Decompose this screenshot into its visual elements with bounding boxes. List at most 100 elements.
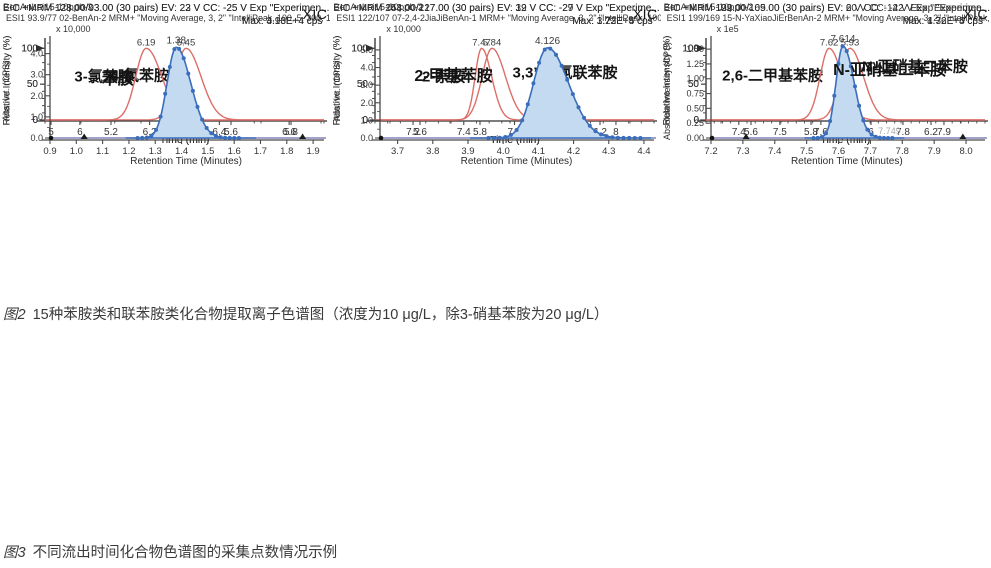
trace-start-marker (709, 135, 714, 141)
data-point-marker (582, 115, 587, 120)
data-point-marker (610, 135, 615, 140)
data-point-marker (509, 132, 514, 137)
xic-n-nitrosodiphenylamine: BenAnLei15-10ppb-2 ESI1 199/169 15-N-YaX… (661, 0, 991, 172)
data-point-marker (548, 46, 553, 51)
data-point-marker (135, 136, 140, 140)
x-tick-label: 4.3 (602, 146, 615, 157)
data-point-marker (149, 133, 154, 138)
x-tick-label: 1.4 (175, 146, 188, 157)
data-point-marker (559, 63, 564, 68)
y-tick-label: 0.0 (361, 133, 374, 143)
x-axis-title: Retention Time (Minutes) (130, 156, 243, 167)
x-tick-label: 1.3 (149, 146, 162, 157)
data-point-marker (889, 136, 894, 140)
data-point-marker (543, 47, 548, 52)
chart-header: EIC +MRM 128.00/93.00 (30 pairs) EV: 22 … (3, 3, 330, 14)
compound-label: 2-甲基苯胺 (414, 68, 493, 86)
y-tick-label: 0 (32, 115, 38, 126)
data-point-marker (836, 61, 841, 66)
x-tick-label: 4.1 (532, 146, 545, 157)
x-tick-label: 8.0 (959, 146, 972, 157)
chart-max-label: Max: 1.36E+5 cps (902, 15, 983, 27)
x-tick-label: 5.2 (104, 127, 118, 138)
data-point-marker (213, 133, 218, 138)
data-point-marker (616, 135, 621, 140)
trace-start-marker (379, 135, 384, 141)
data-point-marker (605, 134, 610, 139)
figure3-number: 图3 (3, 545, 26, 561)
y-tick-label: 0 (693, 115, 699, 126)
y-tick-label: 0.25 (686, 118, 704, 128)
data-point-marker (158, 114, 163, 119)
y-tick-label: 0 (693, 115, 699, 126)
x-tick-label: 1.9 (306, 146, 319, 157)
x-tick-label: 1.2 (122, 146, 135, 157)
figure3-row: BenAnLei15-10ppb-2 ESI1 93.9/77 02-BenAn… (0, 0, 991, 172)
x-tick-label: 7.8 (895, 146, 908, 157)
x-tick-label: 6.6 (282, 127, 296, 138)
data-point-marker (503, 135, 508, 139)
x-tick-label: 6 (868, 127, 874, 138)
peak-curve (375, 47, 655, 121)
x-tick-label: 1.0 (70, 146, 83, 157)
x-tick-label: 6.2 (924, 127, 938, 138)
data-point-marker (223, 135, 228, 140)
data-point-marker (181, 56, 186, 61)
y-tick-label: 0 (363, 115, 369, 126)
x-tick-label: 1.6 (228, 146, 241, 157)
x-tick-label: 7.9 (927, 146, 940, 157)
peak-area (470, 46, 652, 139)
x-tick-label: 5 (48, 127, 54, 138)
x-tick-label: 5.6 (744, 127, 758, 138)
xic-aniline: BenAnLei15-10ppb-2 ESI1 93.9/77 02-BenAn… (0, 0, 331, 172)
y-tick-label: 5.0 (361, 45, 374, 55)
chart-header: EIC +MRM 122.00/105.00 (30 pairs) EV: 20… (663, 3, 990, 14)
x-tick-label: 7.5 (773, 127, 787, 138)
y-tick-label: 4.0 (361, 63, 374, 73)
x-tick-label: 7.6 (814, 127, 828, 138)
chart-header: EIC +MRM 128.00/93.00 (30 pairs) EV: 23 … (3, 3, 330, 14)
x-tick-label: 7.4 (457, 127, 471, 138)
data-point-marker (172, 47, 177, 52)
y-tick-label: 100 (682, 43, 699, 54)
x-tick-label: 5.8 (284, 127, 298, 138)
x-tick-label: 5.8 (473, 127, 487, 138)
x-tick-label: 1.8 (280, 146, 293, 157)
chart-header: EIC +MRM 144.00/127.00 (30 pairs) EV: 19… (333, 3, 660, 14)
y-tick-label: 50 (688, 79, 700, 90)
y-scale-label: x 1e5 (716, 24, 739, 34)
x-tick-label: 3.9 (462, 146, 475, 157)
chart-max-label: Max: 3.73E+4 cps (572, 15, 653, 27)
y-tick-label: 2.0 (30, 91, 43, 101)
x-tick-label: 5.6 (413, 127, 427, 138)
peak-rt-label: 7.614 (830, 34, 855, 45)
data-point-marker (819, 135, 824, 139)
y-tick-label: 0.0 (30, 133, 43, 143)
x-tick-label: 5.6 (224, 127, 238, 138)
figure2-caption: 图2 15种苯胺类和联苯胺类化合物提取离子色谱图（浓度为10 μg/L，除3-硝基… (3, 303, 608, 324)
sample-name: BenAnLei15-10ppb-2 (333, 2, 424, 13)
data-point-marker (621, 135, 626, 140)
data-point-marker (633, 136, 638, 140)
data-point-marker (514, 128, 519, 132)
chart-header: ESI1 199/169 15-N-YaXiaoJiErBenAn-2 MRM+… (666, 12, 991, 23)
x-tick-label: 7.8 (896, 127, 910, 138)
xic-2-methylaniline: BenAnLei15-10ppb-2 ESI1 122/107 07-2,4-2… (330, 0, 661, 172)
y-tick-label: 50 (27, 79, 39, 90)
data-point-marker (848, 64, 853, 69)
data-point-marker (218, 135, 223, 140)
data-point-marker (638, 136, 643, 140)
data-point-marker (195, 104, 200, 109)
trace-start-marker (48, 135, 54, 141)
y-tick-label: 0.50 (686, 103, 704, 113)
chart-header: ESI1 93.9/77 02-BenAn-2 MRM+ "Moving Ave… (6, 12, 331, 23)
x-tick-label: 6 (77, 127, 83, 138)
y-scale-label: x 10,000 (56, 24, 91, 34)
x-tick-label: 7.9 (937, 127, 951, 138)
peak-rt-label: 7.47 (473, 37, 492, 48)
data-point-marker (877, 135, 882, 140)
y-tick-label: 100 (21, 43, 38, 54)
figure3-caption-text: 不同流出时间化合物色谱图的采集点数情况示例 (32, 545, 338, 561)
x-tick-label: 7.5 (800, 146, 813, 157)
